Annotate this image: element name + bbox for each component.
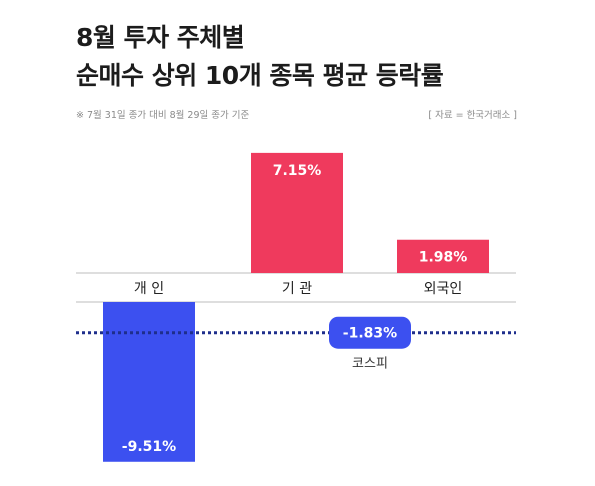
data-label-1: -9.51% [122,439,176,455]
category-label-2: 기 관 [282,281,312,297]
category-label-3: 외국인 [424,281,463,297]
bar-1 [103,302,195,462]
title-line-2: 순매수 상위 10개 종목 평균 등락률 [76,61,444,90]
category-label-1: 개 인 [134,281,164,297]
bar-2 [251,152,343,273]
reference-value-label: -1.83% [343,326,397,342]
data-label-2: 7.15% [273,163,322,179]
title-line-1: 8월 투자 주체별 [76,23,245,52]
reference-name-label: 코스피 [352,357,388,372]
chart-source: [ 자료 = 한국거래소 ] [428,110,517,121]
chart-title: 8월 투자 주체별 순매수 상위 10개 종목 평균 등락률 [76,19,444,95]
bar-3 [397,239,489,273]
reference-badge [329,316,411,349]
chart-note: ※ 7월 31일 종가 대비 8월 29일 종가 기준 [76,110,250,121]
data-label-3: 1.98% [419,250,468,266]
